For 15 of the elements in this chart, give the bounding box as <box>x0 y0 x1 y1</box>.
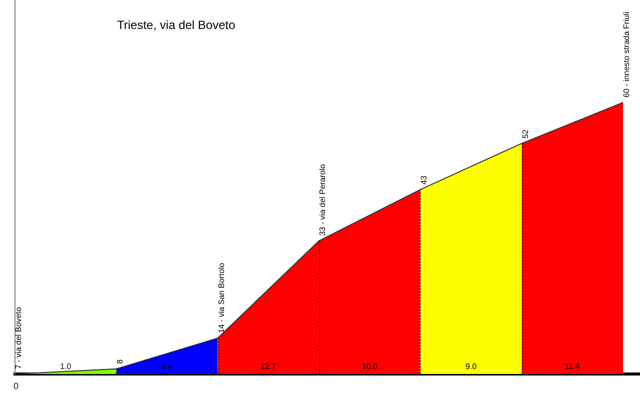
data-label: 43 <box>420 175 429 185</box>
text: 0 <box>13 380 19 391</box>
data-label: 33 - via del Perarolo <box>318 164 328 236</box>
annotation: 6.0 <box>161 362 174 372</box>
data-label: 14 - via San Bortolo <box>216 262 226 334</box>
annotation: 10.0 <box>362 362 378 372</box>
data-label: 60 - innesto strada Friuli <box>622 11 632 98</box>
annotation: 1.0 <box>60 362 72 372</box>
annotation: 11.4 <box>564 362 580 372</box>
data-label: 52 <box>520 129 530 138</box>
data-label: 8 <box>116 358 125 364</box>
annotation: 9.0 <box>465 362 478 372</box>
text: Trieste, via del Boveto <box>117 18 236 32</box>
data-label: 7 - via del Boveto <box>14 306 24 369</box>
annotation: 12.7 <box>260 362 277 372</box>
